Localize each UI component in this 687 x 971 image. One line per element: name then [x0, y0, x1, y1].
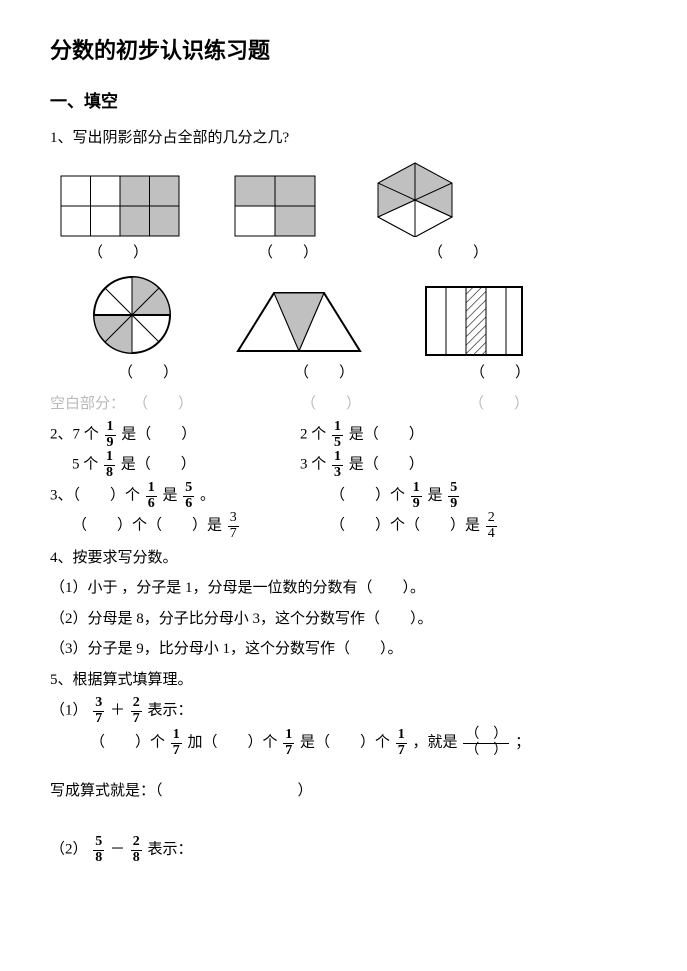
q1-figure-row-2	[50, 273, 637, 357]
q5-eq: 写成算式就是：（ ）	[50, 777, 637, 806]
q1-blanks-2: （ ） （ ） （ ）	[50, 359, 637, 388]
page-title: 分数的初步认识练习题	[50, 30, 637, 72]
q5-part2: （2） 58 － 28 表示：	[50, 835, 637, 865]
q5-part1-line: （ ）个 17 加（ ）个 17 是（ ）个 17 ，就是 （ ）（ ） ；	[50, 728, 637, 758]
q4-c: （3）分子是 9，比分母小 1，这个分数写作（ ）。	[50, 635, 637, 664]
q3-line1: 3、（ ）个 16 是 56 。 （ ）个 19 是 59	[50, 481, 637, 511]
fig-grid-2x2	[234, 175, 316, 237]
q1-blank-part-row: 空白部分： （ ）（ ）（ ）	[50, 390, 637, 419]
q3-line2: （ ）个（ ）是 37 （ ）个（ ）是 24	[50, 511, 637, 541]
q1-figure-row-1	[50, 159, 637, 237]
q2-line1: 2、7 个 19 是（ ） 2 个 15 是（ ）	[50, 420, 637, 450]
fig-hexagon	[370, 159, 460, 237]
q4-b: （2）分母是 8，分子比分母小 3，这个分数写作（ ）。	[50, 605, 637, 634]
fig-rect-hatched	[424, 285, 524, 357]
q2-line2: 5 个 18 是（ ） 3 个 13 是（ ）	[50, 450, 637, 480]
section-heading: 一、填空	[50, 86, 637, 118]
q5-label: 5、根据算式填算理。	[50, 666, 637, 695]
q1-label: 1、写出阴影部分占全部的几分之几?	[50, 124, 637, 153]
fig-trapezoid	[234, 287, 364, 357]
fig-grid-4x2	[60, 175, 180, 237]
q1-blanks-1: （ ） （ ） （ ）	[50, 239, 637, 268]
q4-label: 4、按要求写分数。	[50, 544, 637, 573]
q4-a: （1）小于 ，分子是 1，分母是一位数的分数有（ ）。	[50, 574, 637, 603]
fig-circle-8	[90, 273, 174, 357]
q5-part1: （1） 37 ＋ 27 表示：	[50, 696, 637, 726]
blank-part-label: 空白部分：	[50, 390, 125, 419]
